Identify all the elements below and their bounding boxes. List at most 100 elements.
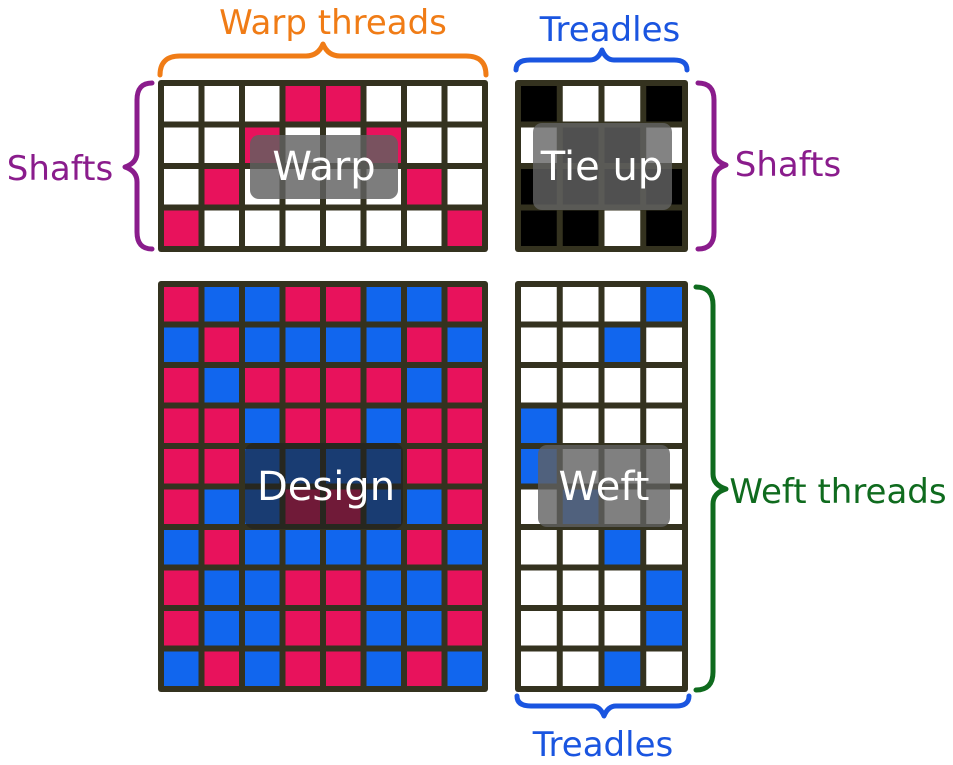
weft-threads-brace [693,284,729,693]
weft-cell-blue [604,651,641,686]
design-cell-pink [164,489,199,524]
weft-cell-white [646,408,682,443]
design-overlay-label: Design [257,464,395,510]
weft-overlay: Weft [538,445,670,527]
design-cell-pink [407,530,442,565]
design-cell-pink [164,449,199,484]
tieup-cell-black [521,210,557,246]
design-cell-pink [204,327,239,362]
design-cell-blue [164,530,199,565]
shafts-left-label: Shafts [7,149,113,189]
tieup-overlay-label: Tie up [540,144,663,190]
design-cell-blue [204,570,239,605]
design-cell-blue [245,530,280,565]
warp-overlay: Warp [250,135,398,199]
warp-cell-white [407,86,442,122]
design-cell-blue [245,408,280,443]
design-cell-pink [326,651,361,686]
design-cell-pink [447,408,482,443]
design-cell-blue [285,327,320,362]
warp-cell-white [164,127,199,163]
warp-overlay-box [250,135,398,199]
design-cell-pink [164,570,199,605]
weft-cell-white [604,408,641,443]
design-cell-pink [447,611,482,646]
weft-cell-white [521,287,557,322]
weft-overlay-label: Weft [559,464,650,510]
tieup-overlay-box [533,123,672,210]
weft-cell-blue [646,570,682,605]
weft-cell-blue [604,327,641,362]
warp-cell-white [447,169,482,205]
design-cell-pink [407,408,442,443]
weft-cell-white [562,570,599,605]
design-cell-pink [285,570,320,605]
warp-cell-pink [285,86,320,122]
design-cell-blue [447,327,482,362]
weft-cell-white [521,651,557,686]
warp-cell-white [204,86,239,122]
warp-cell-pink [326,86,361,122]
warp-cell-white [245,210,280,246]
weft-cell-white [646,368,682,403]
warp-cell-pink [447,210,482,246]
warp-cell-white [447,86,482,122]
design-cell-blue [407,489,442,524]
design-cell-blue [366,287,401,322]
warp-cell-white [366,86,401,122]
weft-cell-white [562,611,599,646]
design-cell-blue [326,530,361,565]
design-cell-pink [447,570,482,605]
design-cell-pink [326,368,361,403]
treadles-bottom-label: Treadles [532,725,673,765]
treadles-bottom-brace [514,693,692,719]
shafts-right-label: Shafts [735,145,841,185]
treadles-top-brace [513,47,690,73]
design-overlay-box [245,443,403,529]
warp-cell-white [204,127,239,163]
design-cell-pink [326,570,361,605]
design-cell-blue [164,651,199,686]
warp-cell-white [407,210,442,246]
tieup-cell-white [604,210,641,246]
design-cell-blue [204,287,239,322]
design-cell-blue [407,287,442,322]
design-cell-blue [366,651,401,686]
weft-cell-white [562,408,599,443]
weft-cell-blue [646,611,682,646]
weft-cell-white [521,570,557,605]
weft-cell-white [521,611,557,646]
design-cell-pink [164,611,199,646]
design-cell-pink [164,408,199,443]
design-cell-pink [164,368,199,403]
design-cell-pink [407,327,442,362]
design-cell-pink [204,530,239,565]
weft-cell-white [646,530,682,565]
tieup-cell-black [562,210,599,246]
warp-cell-white [285,210,320,246]
design-cell-pink [447,489,482,524]
design-cell-blue [366,570,401,605]
warp-threads-label: Warp threads [219,3,447,43]
design-cell-blue [245,611,280,646]
design-cell-pink [285,651,320,686]
design-cell-pink [285,611,320,646]
design-cell-blue [366,530,401,565]
design-cell-blue [245,287,280,322]
design-cell-pink [285,368,320,403]
weft-cell-white [562,327,599,362]
warp-cell-white [326,210,361,246]
weft-cell-white [562,651,599,686]
weft-cell-blue [646,287,682,322]
design-cell-pink [245,368,280,403]
weft-cell-white [604,611,641,646]
design-cell-pink [285,408,320,443]
design-cell-pink [366,368,401,403]
shafts-right-brace [695,80,729,252]
weft-cell-white [562,530,599,565]
design-cell-blue [366,611,401,646]
treadles-top-label: Treadles [539,10,680,50]
design-cell-blue [447,530,482,565]
warp-cell-white [164,169,199,205]
